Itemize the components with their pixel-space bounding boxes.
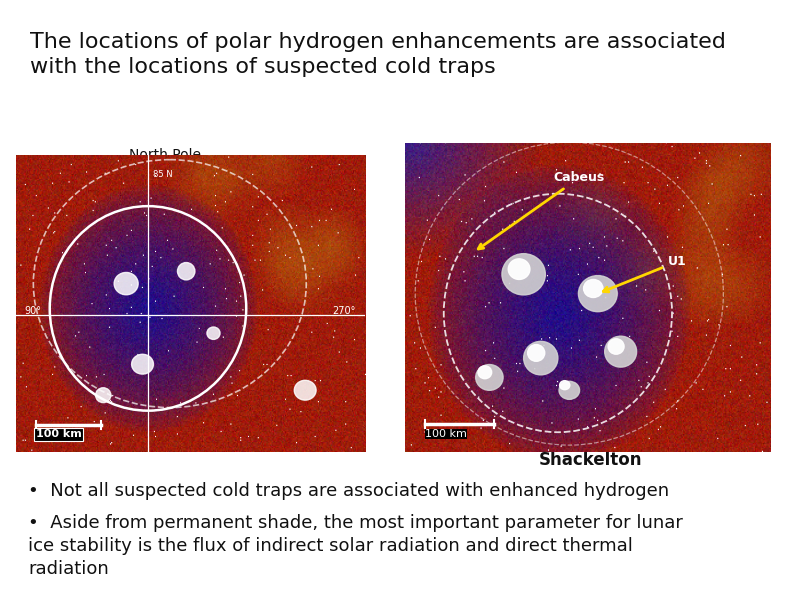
Ellipse shape [114, 273, 138, 295]
Ellipse shape [584, 280, 603, 298]
Ellipse shape [523, 342, 558, 375]
Text: Cabeus: Cabeus [478, 171, 604, 249]
Ellipse shape [295, 380, 316, 400]
Text: •  Not all suspected cold traps are associated with enhanced hydrogen: • Not all suspected cold traps are assoc… [28, 482, 669, 500]
Ellipse shape [605, 336, 637, 367]
Ellipse shape [608, 339, 624, 354]
Ellipse shape [578, 275, 617, 312]
Ellipse shape [502, 253, 545, 295]
Ellipse shape [559, 381, 580, 399]
Text: 90°: 90° [25, 306, 41, 316]
Text: Shackelton: Shackelton [538, 421, 642, 469]
Text: North Pole: North Pole [129, 148, 201, 162]
Text: U1: U1 [603, 255, 686, 292]
Ellipse shape [95, 388, 111, 403]
Ellipse shape [476, 365, 503, 390]
Ellipse shape [508, 259, 530, 280]
Text: 85 N: 85 N [153, 170, 173, 179]
Ellipse shape [177, 262, 195, 280]
Text: 100 km: 100 km [36, 430, 81, 439]
Ellipse shape [207, 327, 220, 339]
Text: The locations of polar hydrogen enhancements are associated
with the locations o: The locations of polar hydrogen enhancem… [30, 32, 726, 77]
Ellipse shape [560, 381, 570, 390]
Text: 100 km: 100 km [426, 429, 468, 439]
Ellipse shape [528, 345, 545, 361]
Ellipse shape [132, 354, 153, 374]
Text: 270°: 270° [333, 306, 356, 316]
Ellipse shape [478, 366, 491, 379]
Text: South Pole: South Pole [553, 148, 626, 162]
Text: •  Aside from permanent shade, the most important parameter for lunar
ice stabil: • Aside from permanent shade, the most i… [28, 514, 683, 578]
